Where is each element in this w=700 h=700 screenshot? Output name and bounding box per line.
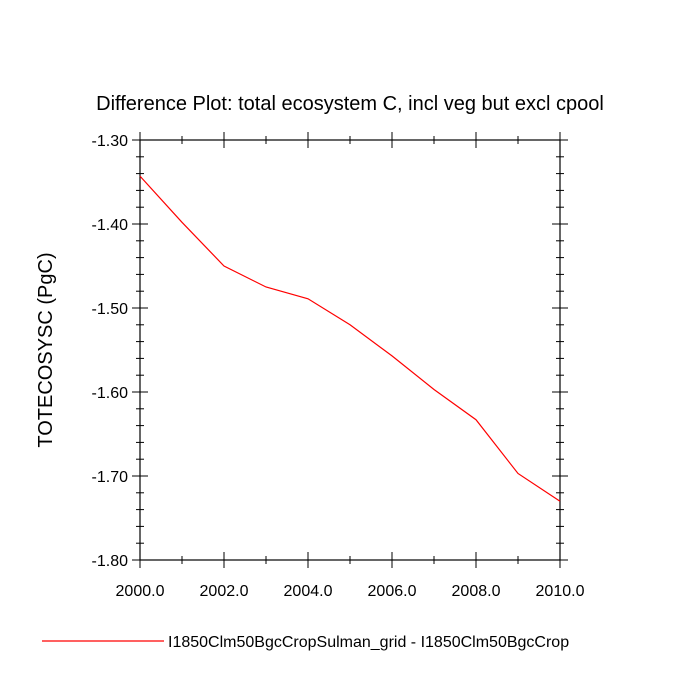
legend: I1850Clm50BgcCropSulman_grid - I1850Clm5… <box>42 634 569 651</box>
series-lines <box>139 175 561 502</box>
y-axis-label: TOTECOSYSC (PgC) <box>35 252 57 447</box>
y-tick-label: -1.30 <box>92 133 129 150</box>
x-tick-labels: 2000.0 2002.0 2004.0 2006.0 2008.0 2010.0 <box>116 583 585 600</box>
x-tick-label: 2000.0 <box>116 583 165 600</box>
x-tick-label: 2006.0 <box>368 583 417 600</box>
major-ticks <box>132 132 568 568</box>
plot-frame <box>139 139 561 561</box>
legend-label: I1850Clm50BgcCropSulman_grid - I1850Clm5… <box>168 634 569 651</box>
x-tick-label: 2010.0 <box>536 583 585 600</box>
x-tick-label: 2002.0 <box>200 583 249 600</box>
series-line <box>139 175 561 502</box>
y-tick-label: -1.80 <box>92 553 129 570</box>
x-tick-label: 2004.0 <box>284 583 333 600</box>
y-tick-label: -1.50 <box>92 301 129 318</box>
chart-title: Difference Plot: total ecosystem C, incl… <box>96 93 604 115</box>
y-tick-labels: -1.30 -1.40 -1.50 -1.60 -1.70 -1.80 <box>92 133 129 570</box>
x-tick-label: 2008.0 <box>452 583 501 600</box>
y-tick-label: -1.40 <box>92 217 129 234</box>
y-tick-label: -1.70 <box>92 469 129 486</box>
y-tick-label: -1.60 <box>92 385 129 402</box>
minor-ticks <box>136 136 564 564</box>
